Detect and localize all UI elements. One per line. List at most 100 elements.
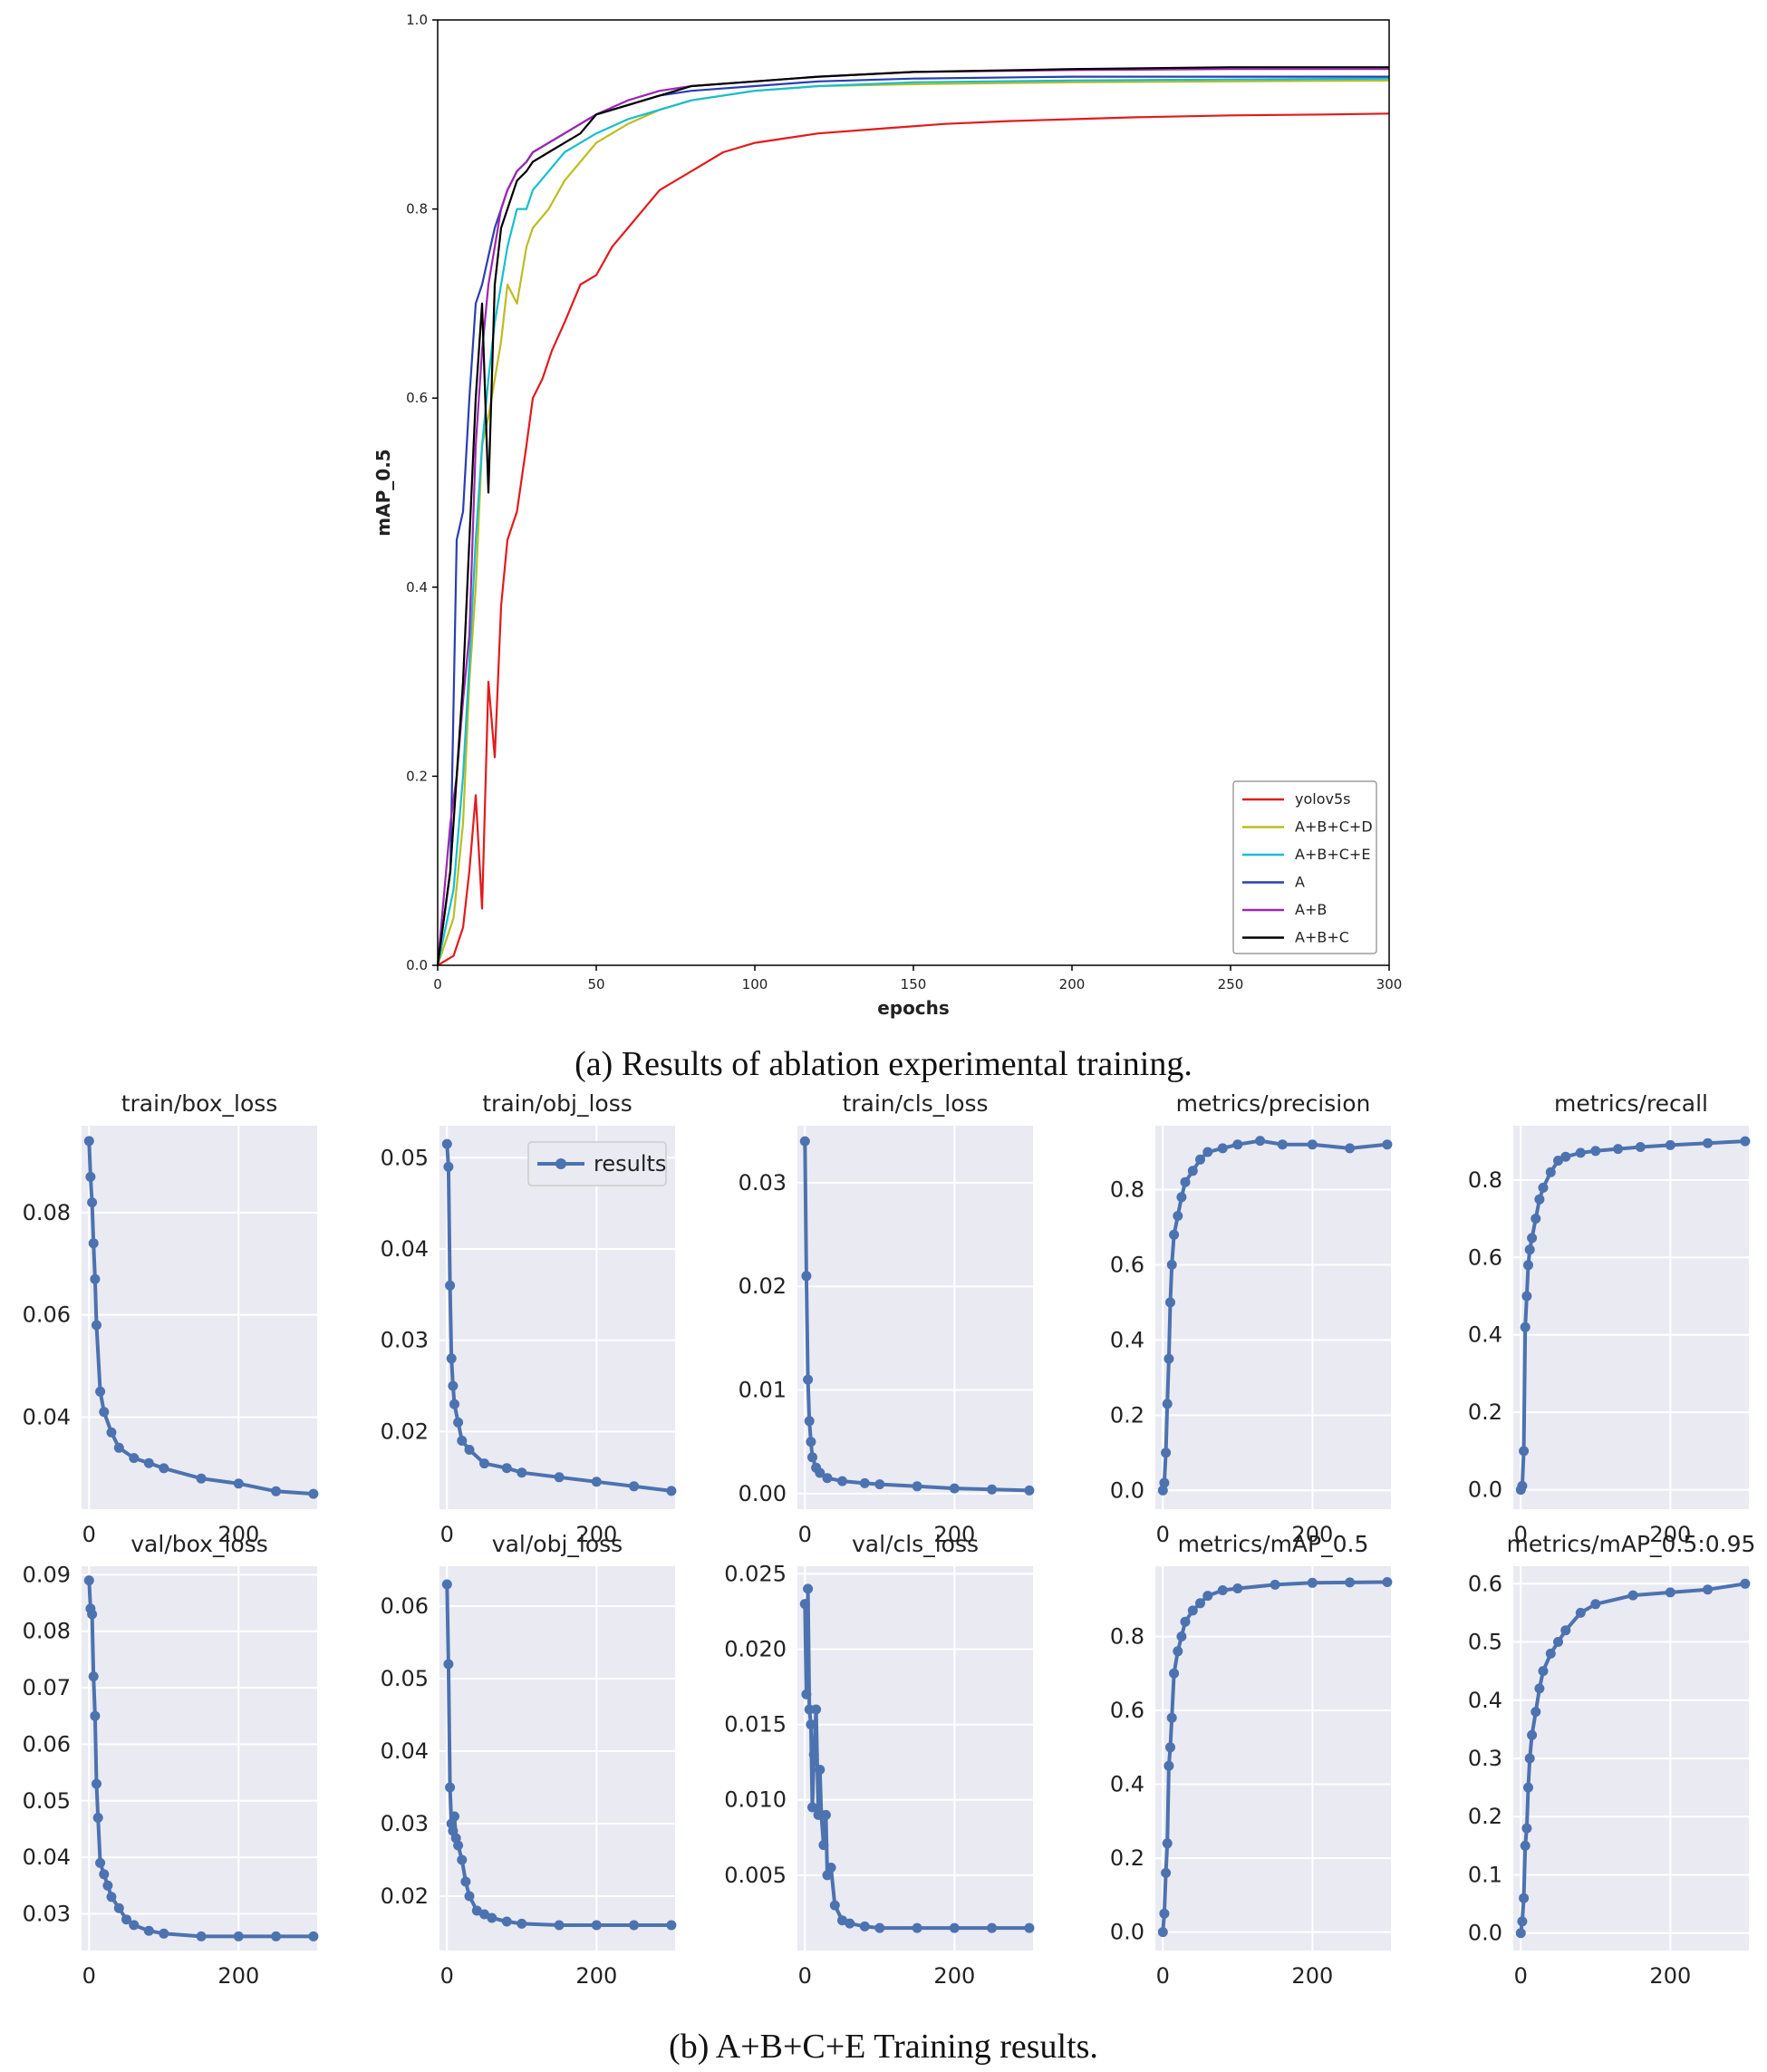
subplot-train-box-loss: 0 200 0.04 0.06 0.08 train/box_loss [23,1090,319,1547]
y-tick-label: 0.8 [1110,1623,1144,1649]
y-tick-label: 0.05 [381,1666,429,1691]
x-tick-label: 200 [1649,1522,1691,1547]
y-tick-label: 0.6 [1468,1244,1502,1270]
ablation-chart: 0 50 100 150 200 250 300 0.0 0.2 0.4 0.6 0.8 1.0 epoc… [372,12,1402,1019]
data-point [1553,1156,1563,1166]
data-point [949,1922,960,1933]
plot-background [82,1566,317,1951]
data-point [799,1136,810,1147]
series-line-A+B+C+E [436,77,1390,966]
y-tick-label: 0.4 [1110,1772,1144,1797]
data-point [1217,1585,1228,1595]
data-point [806,1437,816,1447]
data-point [460,1876,471,1887]
subplot-val-obj-loss: 0 200 0.02 0.03 0.04 0.05 0.06 val/obj_loss [381,1531,677,1989]
data-point [949,1483,960,1494]
data-point [90,1273,101,1284]
data-point [457,1436,468,1446]
y-tick-label: 0.010 [724,1787,787,1813]
x-tick-label: 200 [575,1522,617,1547]
data-point [1560,1625,1571,1636]
data-point [196,1931,207,1941]
data-point [464,1891,475,1902]
data-point [815,1765,826,1775]
x-tick-label: 0 [798,1522,812,1547]
plot-background [1155,1566,1391,1951]
data-point [1524,1753,1535,1764]
data-point [1176,1192,1187,1203]
data-point [1515,1928,1526,1939]
legend-marker [555,1158,566,1169]
data-point [1382,1577,1393,1587]
y-tick-label: 0.4 [1110,1327,1144,1352]
data-point [1164,1760,1174,1771]
x-tick-label: 50 [587,976,604,992]
data-point [1703,1138,1714,1148]
data-point [1195,1598,1205,1609]
x-axis-label: epochs [877,997,950,1019]
data-point [1382,1139,1393,1150]
y-tick-label: 0.04 [23,1404,71,1429]
data-point [912,1922,922,1933]
data-point [829,1900,840,1911]
data-point [464,1445,475,1455]
data-point [1527,1729,1538,1740]
legend-label: A+B+C [1295,929,1349,946]
data-point [1277,1139,1288,1150]
data-point [1575,1147,1586,1158]
data-point [1162,1838,1173,1849]
data-point [83,1136,94,1147]
data-point [92,1778,101,1789]
data-point [1635,1142,1646,1152]
data-point [92,1813,103,1823]
data-point [1162,1399,1173,1409]
data-point [874,1922,885,1933]
data-point [1530,1707,1541,1718]
subplot-train-cls-loss: 0 200 0.00 0.01 0.02 0.03 train/cls_loss [739,1090,1035,1547]
x-tick-label: 0 [440,1522,454,1547]
subplot-title: train/cls_loss [842,1090,988,1117]
data-point [1519,1446,1530,1457]
data-point [1665,1139,1675,1150]
data-point [803,1583,814,1594]
data-point [804,1416,815,1427]
y-tick-label: 0.3 [1468,1746,1502,1771]
legend-label: A+B+C+E [1295,846,1370,863]
data-point [1169,1229,1180,1240]
data-point [1232,1583,1243,1593]
x-tick-label: 0 [1156,1522,1170,1547]
x-tick-label: 0 [1156,1963,1170,1989]
data-point [822,1870,833,1881]
data-point [822,1473,833,1484]
data-point [233,1478,244,1489]
data-point [820,1809,831,1820]
data-point [99,1869,110,1880]
data-point [90,1710,101,1721]
data-point [987,1922,998,1933]
y-tick-label: 0.025 [724,1561,787,1586]
data-point [233,1931,244,1941]
data-point [121,1914,131,1925]
x-tick-label: 150 [901,976,927,992]
data-point [1176,1631,1187,1641]
y-tick-label: 0.06 [23,1302,71,1328]
data-point [143,1457,154,1468]
data-point [1187,1166,1198,1176]
y-tick-label: 0.6 [1110,1252,1144,1277]
data-point [1538,1182,1549,1193]
y-tick-label: 0.06 [23,1731,71,1757]
y-tick-label: 0.015 [724,1712,787,1738]
data-point [629,1920,640,1931]
data-point [453,1840,464,1851]
y-tick-label: 0.6 [1110,1698,1144,1723]
data-point [1165,1742,1175,1753]
y-tick-label: 0.4 [406,579,428,595]
data-point [1270,1579,1280,1590]
data-point [1519,1893,1530,1903]
data-point [1255,1136,1266,1147]
data-point [501,1463,512,1474]
data-point [1024,1922,1035,1933]
y-tick-label: 0.6 [1468,1571,1502,1596]
y-tick-label: 0.05 [23,1788,71,1814]
data-point [1195,1154,1205,1165]
